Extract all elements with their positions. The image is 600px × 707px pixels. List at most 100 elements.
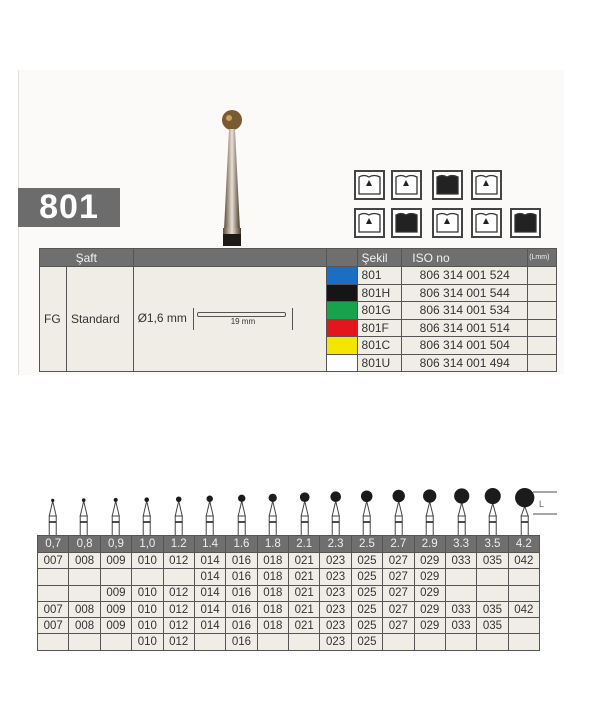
size-cell	[382, 633, 415, 651]
size-label: 4.2	[507, 535, 541, 553]
size-cell	[476, 568, 509, 586]
bur-size-2	[111, 497, 120, 536]
size-cell: 025	[350, 633, 384, 651]
length-value	[527, 283, 557, 302]
size-cell: 021	[287, 568, 321, 586]
size-cell: 016	[225, 617, 258, 635]
size-cell: 008	[68, 551, 101, 570]
size-label: 2.1	[287, 535, 321, 553]
size-label: 2.9	[413, 535, 446, 553]
length-value	[527, 318, 557, 337]
size-cell: 029	[413, 584, 446, 602]
size-cell: 014	[193, 568, 227, 586]
bur-size-6	[237, 494, 246, 536]
size-label: 3.5	[476, 535, 509, 553]
size-cell: 009	[99, 617, 133, 635]
size-cell: 009	[99, 551, 133, 570]
length-value	[527, 353, 557, 372]
size-cell	[36, 568, 70, 586]
shape-code: 801C	[356, 336, 403, 355]
bur-photo	[222, 110, 242, 246]
spec-row: 801G 806 314 001 534	[40, 301, 557, 320]
size-label: 0,7	[36, 535, 70, 553]
size-cell: 027	[382, 584, 415, 602]
size-cell: 023	[319, 551, 352, 570]
size-cell: 012	[162, 584, 195, 602]
size-label: 1,0	[131, 535, 164, 553]
size-cell: 016	[225, 584, 258, 602]
length-marker: L	[533, 491, 557, 515]
iso-number: 806 314 001 494	[401, 353, 529, 372]
length-value	[527, 336, 557, 355]
size-cell: 023	[319, 568, 352, 586]
orthodontic-bracket-icon	[391, 170, 422, 200]
size-row: 009 010 012 014 016 018 021 023 025 027 029	[36, 584, 541, 602]
size-cell	[256, 633, 290, 651]
size-header-row: 0,7 0,8 0,9 1,0 1.2 1.4 1.6 1.8 2.1 2.3 2.5 2.7 2.9 3…	[36, 535, 541, 553]
shape-header: Şekil	[356, 248, 403, 267]
shape-code: 801G	[356, 301, 403, 320]
spec-row: 801F 806 314 001 514	[40, 318, 557, 337]
size-cell	[68, 633, 101, 651]
size-cell: 029	[413, 551, 446, 570]
size-cell: 021	[287, 551, 321, 570]
size-table: 0,7 0,8 0,9 1,0 1.2 1.4 1.6 1.8 2.1 2.3 2.5 2.7 2.9 3…	[36, 535, 541, 651]
size-cell: 016	[225, 568, 258, 586]
size-cell: 035	[476, 600, 509, 619]
shape-code: 801	[356, 266, 403, 285]
size-cell: 010	[131, 600, 164, 619]
size-cell	[507, 617, 541, 635]
implant-icon	[510, 208, 541, 238]
size-cell: 012	[162, 551, 195, 570]
shank-length-type: Standard	[65, 266, 134, 372]
size-cell: 027	[382, 551, 415, 570]
bur-size-9	[330, 491, 341, 536]
size-row: 007 008 009 010 012 014 016 018 021 023 025 027 029 0…	[36, 600, 541, 619]
size-cell: 008	[68, 600, 101, 619]
crown-icon	[391, 208, 422, 238]
color-band	[326, 301, 358, 320]
size-cell	[131, 568, 164, 586]
size-cell: 010	[131, 617, 164, 635]
bur-size-13	[453, 488, 469, 536]
size-cell: 010	[131, 584, 164, 602]
bur-size-illustrations	[37, 486, 540, 536]
size-cell	[162, 568, 195, 586]
size-row: 007 008 009 010 012 014 016 018 021 023 025 027 029 0…	[36, 551, 541, 570]
color-band	[326, 318, 358, 337]
bur-size-14	[484, 488, 501, 536]
size-cell: 010	[131, 633, 164, 651]
size-cell: 010	[131, 551, 164, 570]
size-label: 1.6	[225, 535, 258, 553]
size-cell	[507, 584, 541, 602]
size-cell	[99, 633, 133, 651]
bur-size-12	[423, 489, 437, 536]
size-cell: 008	[68, 617, 101, 635]
spec-table: Şaft Şekil ISO no (Lmm) FG Standard Ø1,6 m…	[39, 248, 557, 372]
size-row: 014 016 018 021 023 025 027 029	[36, 568, 541, 586]
length-header: (Lmm)	[527, 248, 557, 267]
iso-number: 806 314 001 504	[401, 336, 529, 355]
size-row: 007 008 009 010 012 014 016 018 021 023 025 027 029 0…	[36, 617, 541, 635]
occlusal-fissure-icon	[354, 208, 385, 238]
spec-row: 801C 806 314 001 504	[40, 336, 557, 355]
size-cell: 021	[287, 600, 321, 619]
size-cell	[36, 633, 70, 651]
size-cell: 023	[319, 617, 352, 635]
length-value	[527, 301, 557, 320]
size-cell: 021	[287, 584, 321, 602]
size-cell: 035	[476, 551, 509, 570]
size-cell	[507, 568, 541, 586]
size-cell: 025	[350, 568, 384, 586]
bur-size-1	[80, 498, 89, 536]
color-band	[326, 283, 358, 302]
crown-prep-icon	[471, 170, 502, 200]
size-cell: 009	[99, 584, 133, 602]
size-cell: 033	[444, 600, 478, 619]
shank-type: FG	[39, 266, 67, 372]
size-cell: 014	[193, 584, 227, 602]
diameter: Ø1,6 mm	[137, 311, 187, 326]
size-cell	[444, 568, 478, 586]
color-band	[326, 266, 358, 285]
bur-size-3	[142, 497, 152, 536]
